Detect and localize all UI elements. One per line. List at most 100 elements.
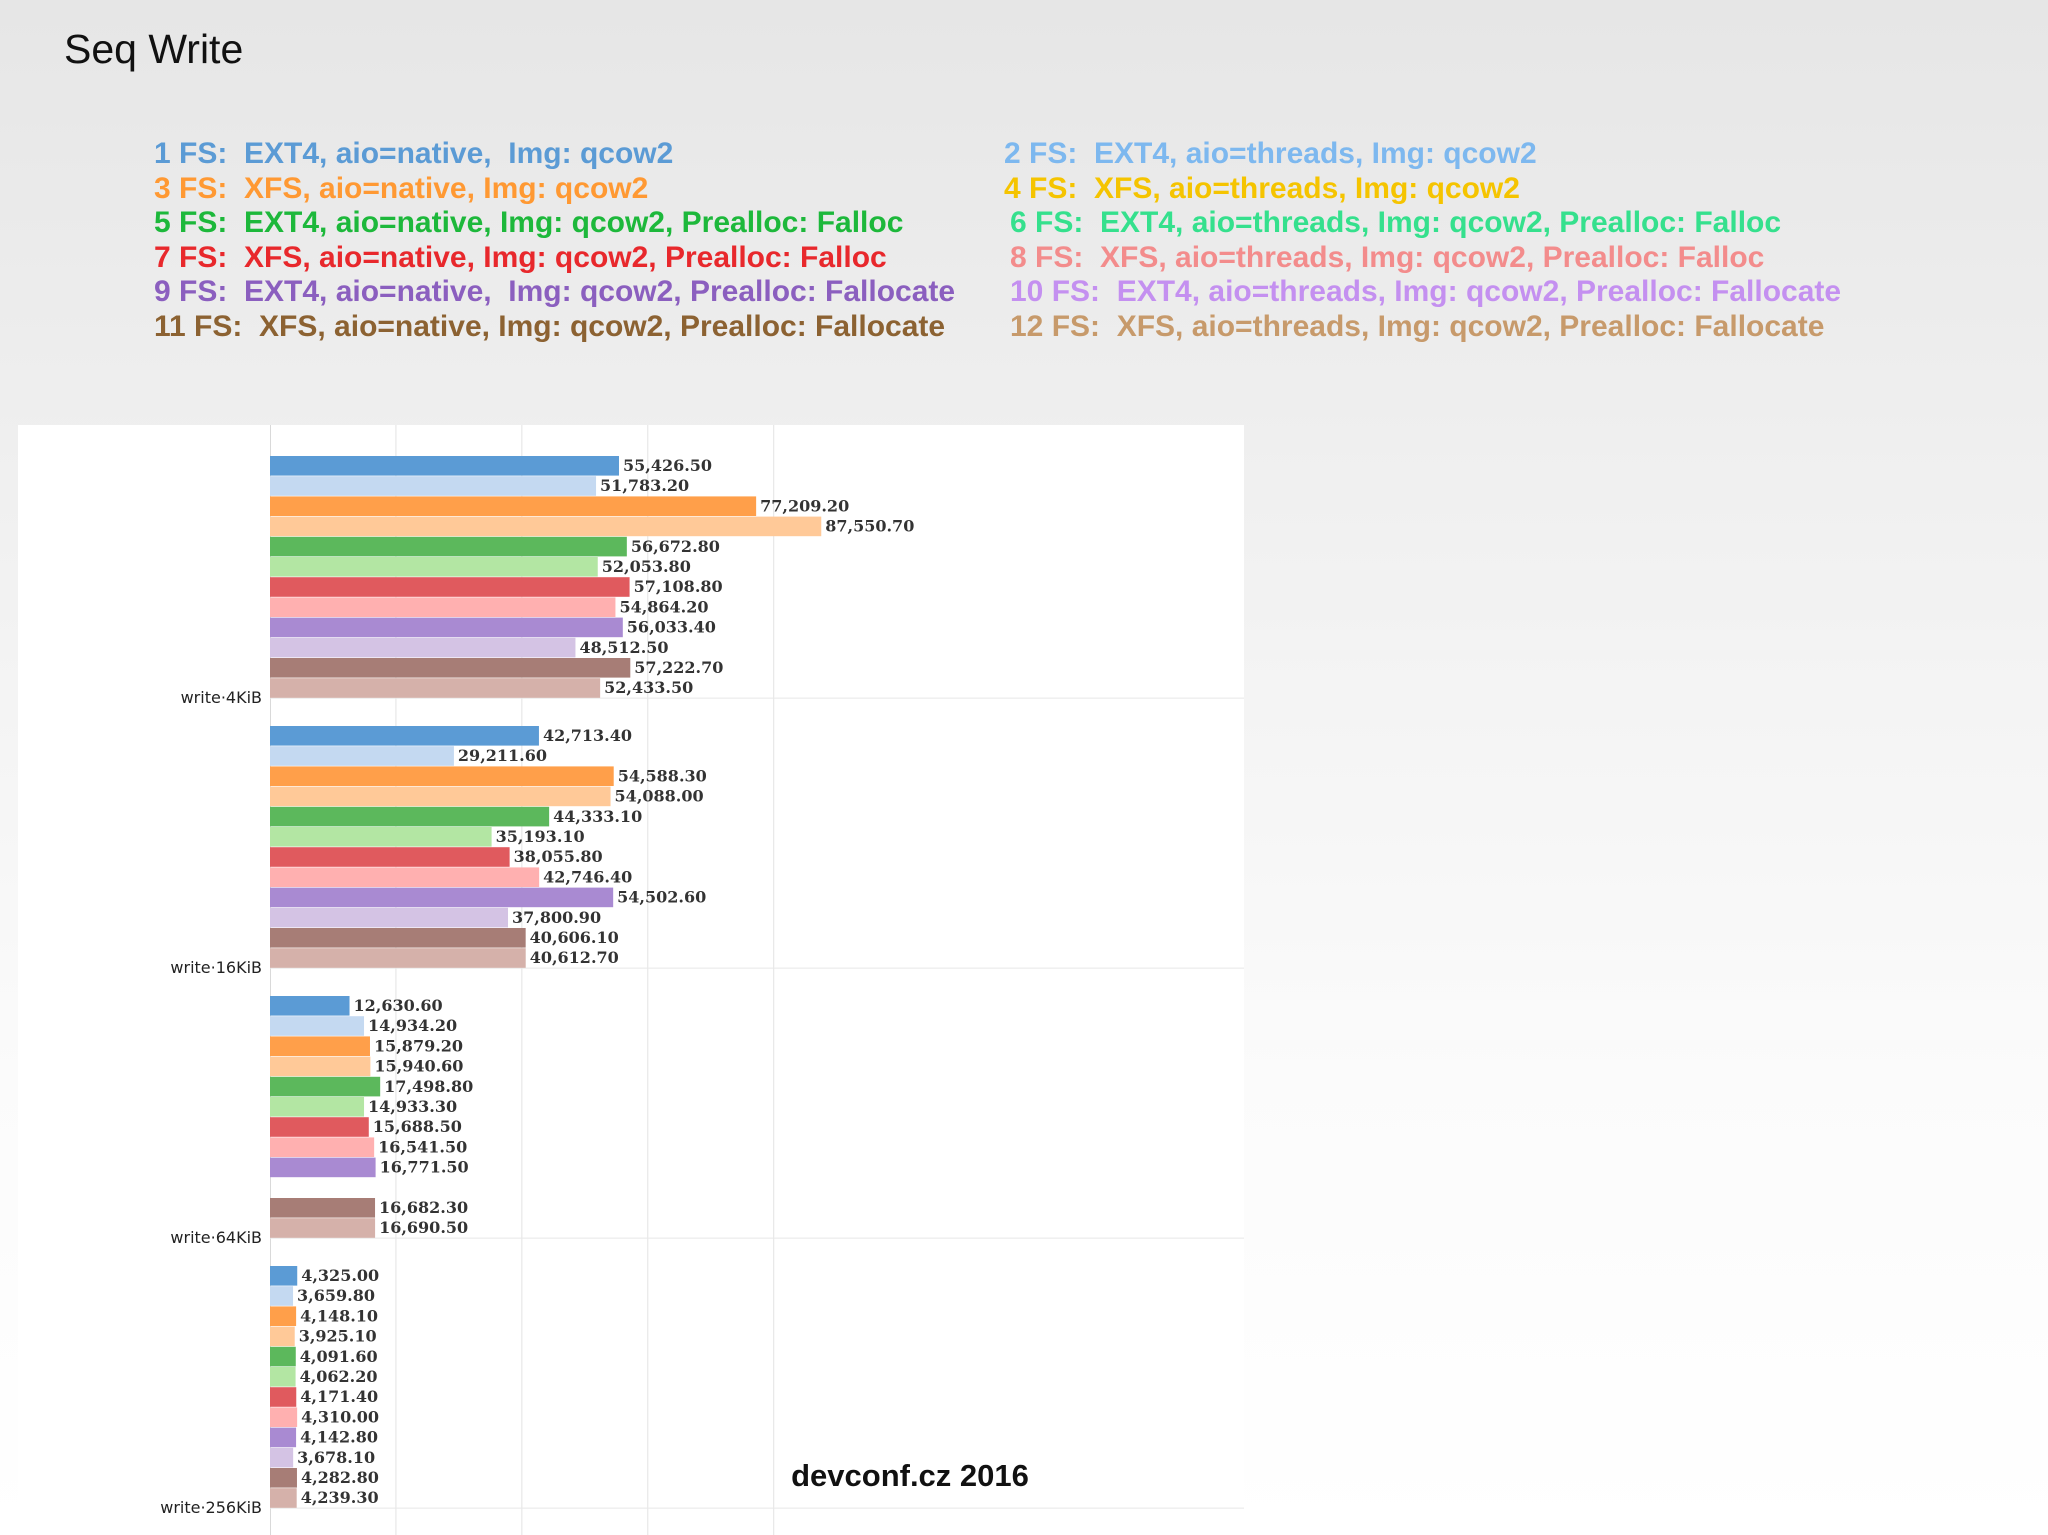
bar <box>270 476 597 496</box>
bar-value-label: 4,148.10 <box>300 1306 378 1325</box>
legend-item-4: 4 FS: XFS, aio=threads, Img: qcow2 <box>1004 171 1520 205</box>
bar-value-label: 57,108.80 <box>634 577 723 596</box>
legend-item-8: 8 FS: XFS, aio=threads, Img: qcow2, Prea… <box>1010 240 1765 274</box>
bar <box>270 867 540 887</box>
bar-value-label: 4,171.40 <box>300 1387 378 1406</box>
bar <box>270 1407 298 1427</box>
bar <box>270 1198 376 1218</box>
bar <box>270 577 630 597</box>
legend-item-9: 9 FS: EXT4, aio=native, Img: qcow2, Prea… <box>154 275 956 309</box>
bar <box>270 766 614 786</box>
bar-value-label: 44,333.10 <box>553 807 642 826</box>
legend-item-6: 6 FS: EXT4, aio=threads, Img: qcow2, Pre… <box>1010 206 1782 240</box>
legend-item-1: 1 FS: EXT4, aio=native, Img: qcow2 <box>154 137 674 170</box>
bar-value-label: 3,678.10 <box>297 1448 375 1467</box>
bar <box>270 1306 297 1326</box>
bar-value-label: 4,062.20 <box>300 1367 378 1386</box>
bar-value-label: 54,864.20 <box>619 597 708 616</box>
bar <box>270 726 539 746</box>
bar <box>270 1137 375 1157</box>
bar-value-label: 4,282.80 <box>301 1468 379 1487</box>
bar <box>270 1367 296 1387</box>
bar <box>270 1157 376 1178</box>
bar <box>270 617 623 638</box>
bar <box>270 827 492 847</box>
legend-item-3: 3 FS: XFS, aio=native, Img: qcow2 <box>154 171 649 205</box>
bar <box>270 907 509 928</box>
bar-value-label: 87,550.70 <box>825 517 914 536</box>
bar-value-label: 48,512.50 <box>579 638 668 657</box>
bar <box>270 1016 365 1036</box>
bar <box>270 637 576 658</box>
bar-value-label: 35,193.10 <box>496 827 585 846</box>
bar <box>270 496 757 516</box>
bar-value-label: 51,783.20 <box>600 476 689 495</box>
bar-value-label: 56,672.80 <box>631 537 720 556</box>
bar-value-label: 56,033.40 <box>627 618 716 637</box>
bar <box>270 1266 298 1286</box>
legend-item-7: 7 FS: XFS, aio=native, Img: qcow2, Preal… <box>154 240 887 274</box>
bar-value-label: 16,541.50 <box>378 1137 467 1156</box>
bar-value-label: 40,612.70 <box>530 948 619 967</box>
bar <box>270 1286 294 1306</box>
bar-value-label: 4,325.00 <box>301 1266 379 1285</box>
bar-value-label: 15,879.20 <box>374 1036 463 1055</box>
bar-value-label: 4,239.30 <box>301 1488 379 1507</box>
bar-value-label: 38,055.80 <box>514 847 603 866</box>
bar <box>270 847 510 867</box>
bar <box>270 536 627 557</box>
slide-title: Seq Write <box>64 26 244 72</box>
bar <box>270 1117 369 1137</box>
bar <box>270 1218 376 1238</box>
footer-text: devconf.cz 2016 <box>791 1458 1029 1493</box>
bar <box>270 1468 297 1488</box>
bar <box>270 456 619 476</box>
category-label: write·4KiB <box>181 688 262 707</box>
bar <box>270 658 631 678</box>
bar-value-label: 42,713.40 <box>543 726 632 745</box>
bar-value-label: 14,934.20 <box>368 1016 457 1035</box>
bar-value-label: 15,940.60 <box>374 1057 463 1076</box>
bar <box>270 1427 297 1448</box>
category-label: write·64KiB <box>170 1228 262 1247</box>
bar <box>270 806 550 827</box>
bar <box>270 887 614 908</box>
bar <box>270 948 526 968</box>
bar-value-label: 42,746.40 <box>543 867 632 886</box>
bar-value-label: 16,771.50 <box>380 1158 469 1177</box>
bar-value-label: 29,211.60 <box>458 746 547 765</box>
bar <box>270 1097 365 1117</box>
bar-value-label: 4,310.00 <box>301 1407 379 1426</box>
bar <box>270 597 616 617</box>
legend-item-10: 10 FS: EXT4, aio=threads, Img: qcow2, Pr… <box>1010 275 1842 309</box>
bar <box>270 1346 296 1367</box>
bar <box>270 678 601 698</box>
bar-value-label: 15,688.50 <box>373 1117 462 1136</box>
bar-value-label: 57,222.70 <box>634 658 723 677</box>
bar-value-label: 17,498.80 <box>384 1077 473 1096</box>
bar <box>270 746 454 766</box>
bar <box>270 1076 381 1097</box>
category-label: write·256KiB <box>160 1498 262 1517</box>
bar-value-label: 3,659.80 <box>297 1286 375 1305</box>
bar-value-label: 54,502.60 <box>617 888 706 907</box>
bar-value-label: 52,433.50 <box>604 678 693 697</box>
bar <box>270 557 598 577</box>
legend-item-12: 12 FS: XFS, aio=threads, Img: qcow2, Pre… <box>1010 310 1825 343</box>
bar <box>270 1488 297 1508</box>
bar-value-label: 3,925.10 <box>299 1327 377 1346</box>
legend-item-5: 5 FS: EXT4, aio=native, Img: qcow2, Prea… <box>154 206 904 240</box>
bar-value-label: 16,682.30 <box>379 1198 468 1217</box>
legend-item-11: 11 FS: XFS, aio=native, Img: qcow2, Prea… <box>154 310 946 343</box>
bar-value-label: 40,606.10 <box>530 928 619 947</box>
bar-value-label: 14,933.30 <box>368 1097 457 1116</box>
bar <box>270 1387 297 1407</box>
bar-value-label: 52,053.80 <box>602 557 691 576</box>
bar-value-label: 12,630.60 <box>354 996 443 1015</box>
chart-panel: write·4KiB 55,426.50 51,783.20 77,209.20 87,… <box>18 425 1244 1535</box>
bar-value-label: 4,091.60 <box>300 1347 378 1366</box>
legend-item-2: 2 FS: EXT4, aio=threads, Img: qcow2 <box>1004 137 1537 170</box>
bar-value-label: 16,690.50 <box>379 1218 468 1237</box>
bar <box>270 1056 371 1077</box>
